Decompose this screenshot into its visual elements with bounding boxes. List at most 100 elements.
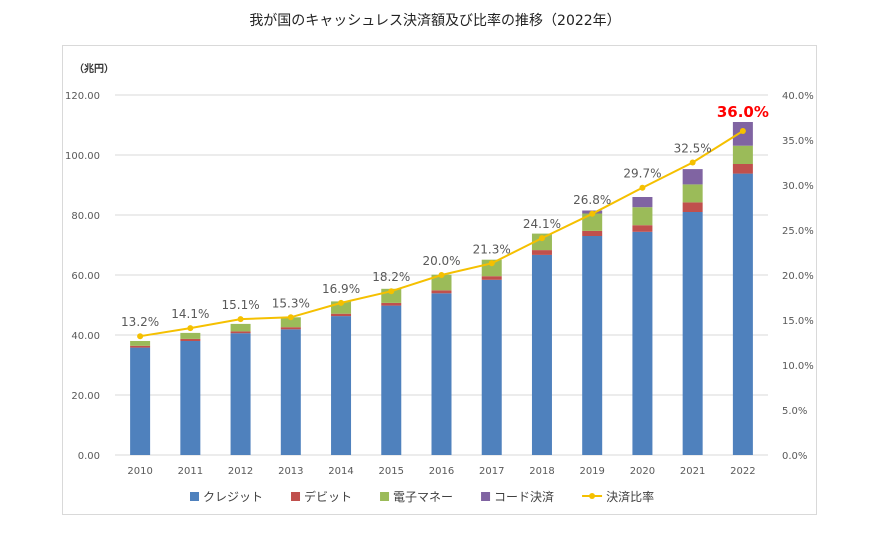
y2-tick-label: 15.0% xyxy=(782,316,814,327)
line-point xyxy=(739,128,746,134)
bar-電子マネー xyxy=(180,332,201,339)
line-point xyxy=(338,299,345,306)
data-label: 16.9% xyxy=(322,282,360,296)
data-label: 15.3% xyxy=(272,296,310,310)
line-point xyxy=(287,314,294,321)
data-label: 18.2% xyxy=(372,270,410,284)
bar-クレジット xyxy=(481,279,502,455)
chart-frame xyxy=(62,45,817,515)
bar-クレジット xyxy=(280,329,301,455)
y-tick-label: 60.00 xyxy=(71,271,100,282)
bar-電子マネー xyxy=(431,274,452,291)
y2-tick-label: 40.0% xyxy=(782,91,814,102)
x-tick-label: 2017 xyxy=(479,466,504,477)
bar-クレジット xyxy=(732,173,753,455)
line-point xyxy=(689,159,696,166)
bar-電子マネー xyxy=(582,213,603,231)
line-point xyxy=(438,272,445,278)
y2-tick-label: 25.0% xyxy=(782,226,814,237)
bar-クレジット xyxy=(381,305,402,455)
x-tick-label: 2019 xyxy=(579,466,604,477)
data-label: 15.1% xyxy=(222,298,260,312)
y2-tick-label: 5.0% xyxy=(782,406,807,417)
x-tick-label: 2011 xyxy=(178,466,203,477)
bar-電子マネー xyxy=(230,323,251,332)
bar-クレジット xyxy=(331,316,352,455)
line-point xyxy=(488,260,495,267)
x-tick-label: 2018 xyxy=(529,466,554,477)
y-tick-label: 40.00 xyxy=(71,331,100,342)
legend-swatch xyxy=(481,492,491,501)
line-point xyxy=(388,288,395,295)
bar-デビット xyxy=(481,276,502,280)
y-tick-label: 120.00 xyxy=(65,91,100,102)
x-tick-label: 2012 xyxy=(228,466,253,477)
line-point xyxy=(538,235,545,242)
bar-デビット xyxy=(431,290,452,294)
legend-swatch xyxy=(190,492,199,501)
line-point xyxy=(639,184,646,191)
x-tick-label: 2022 xyxy=(730,466,755,477)
bar-デビット xyxy=(682,202,703,212)
bar-デビット xyxy=(230,331,251,334)
data-label: 26.8% xyxy=(573,193,611,207)
legend-swatch xyxy=(380,492,390,501)
bar-デビット xyxy=(531,250,552,255)
y2-tick-label: 10.0% xyxy=(782,361,814,372)
bar-クレジット xyxy=(682,212,703,455)
legend-swatch xyxy=(291,492,301,501)
bar-デビット xyxy=(331,313,352,317)
data-label: 20.0% xyxy=(422,254,460,268)
data-label: 32.5% xyxy=(674,142,712,156)
bar-クレジット xyxy=(582,236,603,455)
bar-電子マネー xyxy=(732,145,753,164)
data-label: 21.3% xyxy=(473,242,511,256)
bar-クレジット xyxy=(431,293,452,455)
bar-電子マネー xyxy=(130,341,151,346)
bar-コード決済 xyxy=(632,197,653,208)
data-label: 13.2% xyxy=(121,315,159,329)
x-tick-label: 2020 xyxy=(630,466,655,477)
bar-電子マネー xyxy=(682,184,703,203)
legend-marker xyxy=(589,493,596,499)
bar-クレジット xyxy=(130,347,151,455)
data-label: 24.1% xyxy=(523,217,561,231)
bar-デビット xyxy=(632,225,653,232)
bar-クレジット xyxy=(632,231,653,455)
x-tick-label: 2015 xyxy=(379,466,404,477)
bar-電子マネー xyxy=(632,207,653,226)
y-tick-label: 80.00 xyxy=(71,211,100,222)
line-point xyxy=(187,325,194,332)
bar-デビット xyxy=(381,302,402,306)
line-point xyxy=(237,316,244,323)
bar-デビット xyxy=(732,164,753,174)
x-tick-label: 2010 xyxy=(127,466,152,477)
x-tick-label: 2016 xyxy=(429,466,454,477)
bar-クレジット xyxy=(230,333,251,455)
y2-tick-label: 35.0% xyxy=(782,136,814,147)
bar-コード決済 xyxy=(682,169,703,185)
legend-label: コード決済 xyxy=(494,489,554,504)
y-axis-label: （兆円） xyxy=(74,62,114,75)
bar-デビット xyxy=(130,345,151,348)
legend-label: デビット xyxy=(304,489,352,504)
legend-label: 決済比率 xyxy=(606,489,654,504)
bar-電子マネー xyxy=(280,317,301,328)
x-tick-label: 2013 xyxy=(278,466,303,477)
legend-label: クレジット xyxy=(203,490,263,504)
x-tick-label: 2014 xyxy=(328,466,353,477)
y2-tick-label: 0.0% xyxy=(782,451,807,462)
legend-label: 電子マネー xyxy=(393,490,453,504)
line-point xyxy=(137,333,144,340)
data-label: 36.0% xyxy=(717,103,769,121)
data-label: 29.7% xyxy=(623,167,661,181)
bar-デビット xyxy=(582,230,603,236)
bar-デビット xyxy=(180,338,201,341)
bar-クレジット xyxy=(180,341,201,455)
bar-デビット xyxy=(280,327,301,330)
line-point xyxy=(589,210,596,217)
y-tick-label: 100.00 xyxy=(65,151,100,162)
y-tick-label: 0.00 xyxy=(78,451,100,462)
bar-クレジット xyxy=(531,254,552,455)
